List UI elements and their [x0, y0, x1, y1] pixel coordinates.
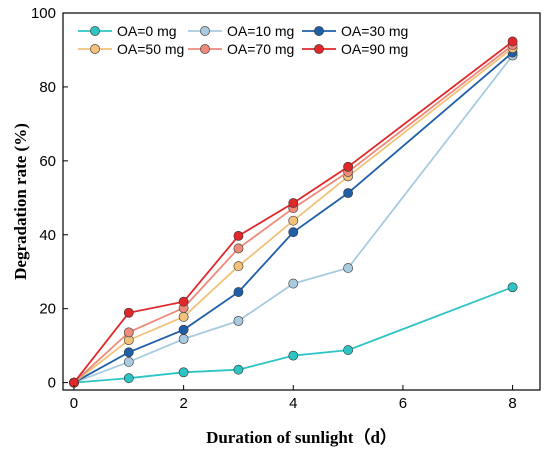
- legend-label: OA=50 mg: [117, 41, 184, 57]
- legend-marker: [90, 44, 100, 54]
- plot-frame: [62, 12, 541, 391]
- series-5: [69, 40, 518, 388]
- series-6: [69, 36, 518, 388]
- series-1: [69, 282, 518, 388]
- series-line: [73, 44, 514, 384]
- data-point: [178, 367, 189, 378]
- data-point: [288, 215, 299, 226]
- y-tick-label: 100: [31, 5, 56, 22]
- legend-label: OA=90 mg: [341, 41, 408, 57]
- data-point: [507, 282, 518, 293]
- x-tick-label: 8: [508, 395, 516, 412]
- data-point: [507, 36, 518, 47]
- legend-item: OA=70 mg: [188, 41, 294, 57]
- data-point: [343, 188, 354, 198]
- series-4: [69, 43, 518, 388]
- data-point: [343, 161, 354, 172]
- data-point: [288, 350, 299, 361]
- legend-item: OA=50 mg: [78, 41, 184, 57]
- data-point: [288, 198, 299, 208]
- y-tick-label: 20: [39, 301, 56, 318]
- legend-marker: [314, 26, 324, 36]
- data-point: [233, 261, 244, 272]
- y-tick-label: 80: [39, 79, 56, 96]
- y-tick-label: 0: [48, 375, 56, 392]
- x-tick-label: 6: [399, 395, 407, 412]
- legend-item: OA=30 mg: [302, 23, 408, 39]
- data-point: [343, 263, 354, 273]
- data-point: [123, 347, 134, 358]
- y-axis-ticks: 0 20 40 60 80 100: [31, 5, 68, 392]
- y-tick-label: 40: [39, 227, 56, 244]
- x-tick-label: 4: [289, 395, 297, 412]
- legend-marker: [90, 26, 100, 36]
- y-tick-label: 60: [39, 153, 56, 170]
- plot-series-layer: [69, 36, 518, 388]
- data-point: [178, 311, 189, 322]
- legend-item: OA=90 mg: [302, 41, 408, 57]
- legend-item: OA=0 mg: [78, 23, 177, 39]
- x-axis-ticks: 0 2 4 6 8: [70, 385, 517, 412]
- legend-label: OA=30 mg: [341, 23, 408, 39]
- x-axis-title: Duration of sunlight（d）: [206, 427, 397, 447]
- legend: OA=0 mg OA=10 mg OA=30 mg OA=50 mg OA=70 mg O…: [78, 23, 408, 57]
- data-point: [178, 324, 189, 335]
- data-point: [233, 315, 244, 326]
- data-point: [233, 243, 244, 254]
- data-point: [233, 287, 244, 297]
- legend-marker: [314, 44, 324, 54]
- series-line: [73, 47, 514, 384]
- data-point: [343, 345, 354, 355]
- legend-marker: [200, 26, 210, 36]
- data-point: [123, 327, 134, 338]
- y-axis-title: Degradation rate (%): [11, 123, 30, 280]
- data-point: [178, 334, 189, 344]
- legend-item: OA=10 mg: [188, 23, 294, 39]
- x-tick-label: 0: [70, 395, 78, 412]
- legend-label: OA=0 mg: [117, 23, 177, 39]
- legend-label: OA=70 mg: [227, 41, 294, 57]
- data-point: [123, 307, 134, 318]
- data-point: [178, 296, 189, 307]
- data-point: [233, 230, 244, 241]
- x-tick-label: 2: [179, 395, 187, 412]
- data-point: [233, 364, 244, 375]
- data-point: [123, 373, 134, 384]
- data-point: [123, 357, 134, 367]
- data-point: [288, 227, 299, 238]
- data-point: [288, 278, 299, 289]
- legend-label: OA=10 mg: [227, 23, 294, 39]
- legend-marker: [200, 44, 210, 54]
